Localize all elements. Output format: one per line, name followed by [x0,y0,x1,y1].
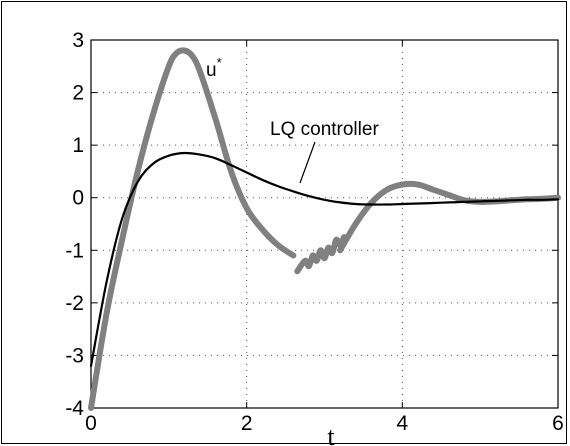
y-tick-label: -2 [65,292,84,315]
u-star-sup: * [217,55,222,70]
plot-area [90,39,559,409]
x-axis-title: t [327,422,335,446]
series-u-star-line [337,180,561,254]
y-tick-label: 0 [72,187,84,210]
x-tick-label: 6 [552,412,564,435]
y-tick-label: 2 [72,82,84,105]
y-tick-label: -1 [65,239,84,262]
series-lq-controller-line [89,151,560,367]
x-tick-label: 0 [85,412,97,435]
lq-controller-label: LQ controller [270,119,379,140]
series-u-star-line [88,47,297,411]
u-star-label: u* [206,55,222,81]
series-lines [88,47,561,411]
y-tick-label: 1 [72,134,84,157]
lq-annotation-arrow [299,141,316,184]
u-star-base: u [206,60,217,81]
tick-labels: 0 2 4 6 3 2 1 0 -1 -2 -3 -4 [65,29,564,435]
y-tick-label: 3 [72,29,84,52]
x-tick-label: 4 [396,412,408,435]
y-tick-label: -4 [65,397,84,420]
x-tick-label: 2 [241,412,253,435]
y-tick-label: -3 [65,344,84,367]
series-u-star-line [294,234,347,275]
